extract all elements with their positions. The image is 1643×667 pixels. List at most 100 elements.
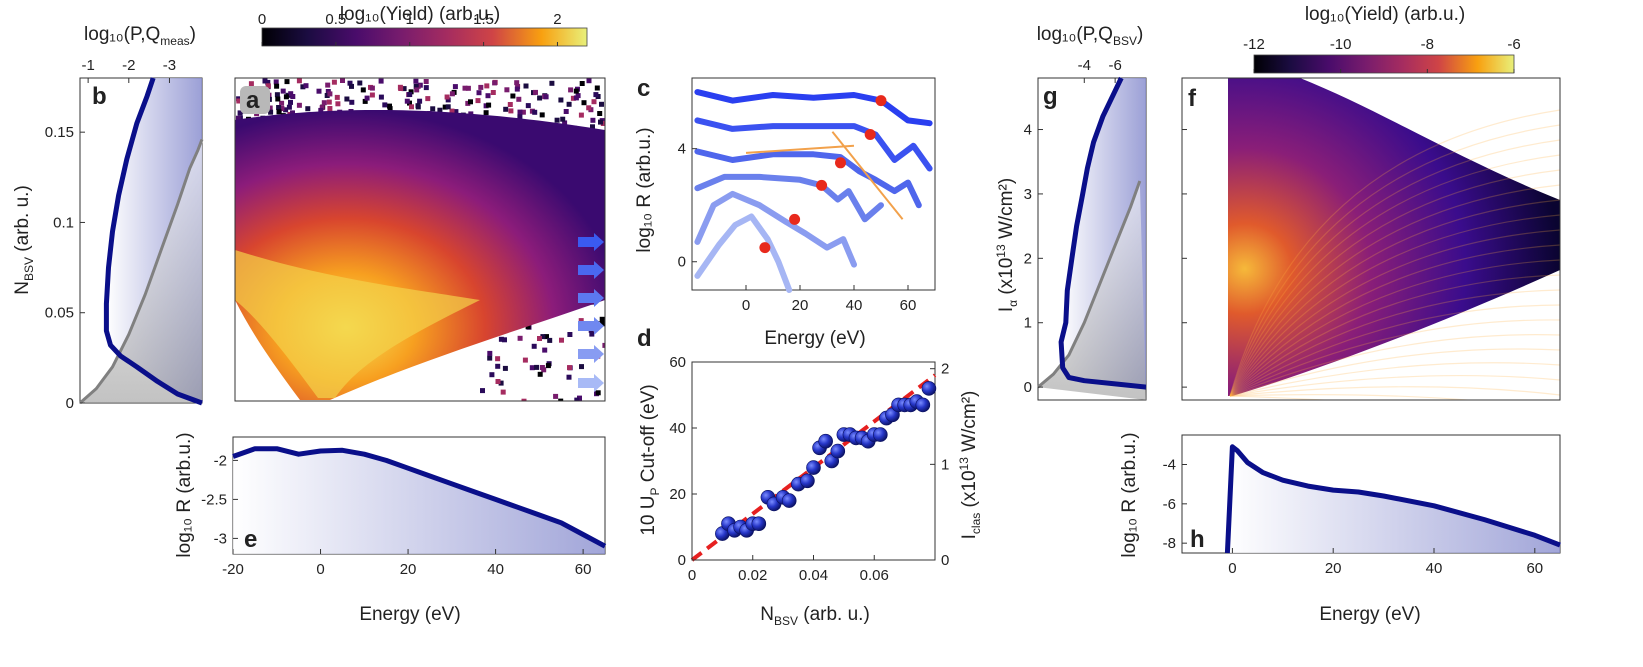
- noise-pixel: [465, 85, 471, 91]
- panel-b-xtick-label: -3: [163, 57, 176, 74]
- noise-pixel: [362, 98, 368, 104]
- panel-g: log₁₀(P,QBSV) -4 -6 0 1 2 3 4 g Iα (x1013 W/cm…: [994, 24, 1147, 401]
- noise-pixel: [423, 85, 429, 91]
- noise-pixel: [409, 104, 414, 110]
- noise-pixel: [560, 116, 566, 122]
- panel-e-xlabel: Energy (eV): [359, 604, 460, 625]
- panel-h-xlabel: Energy (eV): [1319, 604, 1420, 625]
- noise-pixel: [508, 108, 514, 114]
- panel-c-xtick-label: 60: [900, 297, 917, 314]
- panel-d-ylabel: 10 UP Cut-off (eV): [638, 384, 662, 535]
- noise-pixel: [547, 337, 553, 343]
- panel-d-ytick-label: 60: [669, 354, 686, 371]
- panel-b-top-label: log₁₀(P,Qmeas): [84, 24, 196, 48]
- noise-pixel: [401, 86, 407, 92]
- noise-pixel: [567, 365, 572, 371]
- noise-pixel: [300, 84, 306, 90]
- heatmap-f-fringe: [1229, 362, 1560, 397]
- panel-d-y2tick-label: 1: [941, 456, 949, 473]
- heatmap-f-fringe: [1229, 289, 1560, 397]
- panel-g-ytick-label: 0: [1024, 379, 1032, 396]
- noise-pixel: [303, 83, 309, 89]
- noise-pixel: [283, 94, 289, 100]
- noise-pixel: [573, 88, 579, 94]
- noise-pixel: [558, 97, 564, 103]
- noise-pixel: [484, 83, 490, 89]
- noise-pixel: [286, 104, 292, 110]
- noise-pixel: [235, 115, 241, 121]
- panel-d-y2tick-label: 0: [941, 552, 949, 569]
- noise-pixel: [581, 100, 587, 106]
- panel-h: 0 20 40 60 -4 -6 -8 h log₁₀ R (arb.u.) Energy …: [1119, 432, 1561, 625]
- noise-pixel: [498, 380, 504, 386]
- heatmap-f-fringe: [1229, 139, 1560, 397]
- panel-e-xtick-label: -20: [222, 561, 244, 578]
- noise-pixel: [489, 372, 495, 378]
- noise-pixel: [413, 78, 419, 84]
- noise-pixel: [595, 390, 601, 396]
- panel-g-xtick-label: -4: [1078, 57, 1091, 74]
- panel-c-ytick-label: 0: [678, 254, 686, 271]
- noise-pixel: [265, 79, 271, 85]
- noise-pixel: [507, 102, 513, 107]
- panel-d-xtick-label: 0.04: [799, 567, 828, 584]
- heatmap-f-fringe: [1229, 348, 1560, 397]
- panel-c-cutoff-point: [816, 179, 828, 191]
- noise-pixel: [533, 89, 538, 95]
- panel-d-data-point: [800, 473, 815, 489]
- panel-d-ytick-label: 0: [678, 552, 686, 569]
- panel-g-top-label: log₁₀(P,QBSV): [1037, 24, 1144, 48]
- noise-pixel: [414, 87, 420, 93]
- noise-pixel: [590, 124, 595, 130]
- noise-pixel: [531, 343, 537, 349]
- noise-pixel: [444, 94, 450, 100]
- panel-b-xtick-label: -1: [81, 57, 94, 74]
- noise-pixel: [543, 94, 549, 100]
- noise-pixel: [326, 99, 332, 105]
- noise-pixel: [275, 96, 281, 102]
- noise-pixel: [500, 389, 506, 395]
- noise-pixel: [268, 109, 274, 115]
- panel-c-fit-line: [745, 144, 855, 154]
- heatmap-f-fringe: [1229, 184, 1560, 397]
- noise-pixel: [590, 117, 596, 123]
- panel-d-xtick-label: 0.02: [738, 567, 767, 584]
- panel-d-y2tick-label: 2: [941, 361, 949, 378]
- noise-pixel: [591, 99, 597, 105]
- panel-c-ytick-label: 4: [678, 141, 686, 158]
- panel-e-xtick-label: 60: [575, 561, 592, 578]
- panel-h-xtick-label: 40: [1426, 560, 1443, 577]
- noise-pixel: [540, 334, 546, 340]
- noise-pixel: [570, 95, 576, 101]
- noise-pixel: [586, 78, 592, 84]
- noise-pixel: [445, 97, 451, 103]
- colorbar-f-ticks: -12 -10 -8 -6: [1243, 36, 1521, 73]
- panel-d-data-point: [830, 443, 846, 459]
- noise-pixel: [579, 364, 584, 370]
- noise-pixel: [515, 84, 521, 89]
- panel-g-ytick-label: 1: [1024, 315, 1032, 332]
- panel-d-y2label: Iclas (x1013 W/cm²): [957, 391, 983, 540]
- noise-pixel: [296, 78, 302, 84]
- panel-c-xtick-label: 20: [792, 297, 809, 314]
- panel-g-ytick-label: 3: [1024, 186, 1032, 203]
- panel-d-ytick-label: 20: [669, 486, 686, 503]
- noise-pixel: [542, 347, 548, 353]
- panel-a-label-bg: [240, 86, 270, 114]
- colorbar-f-tick-label: -8: [1421, 36, 1434, 53]
- panel-label-a: a: [246, 87, 260, 114]
- noise-pixel: [495, 356, 501, 362]
- noise-pixel: [532, 109, 538, 115]
- panel-h-ytick-label: -6: [1163, 496, 1176, 513]
- noise-pixel: [574, 397, 580, 401]
- noise-pixel: [495, 379, 501, 384]
- cutoff-arrow: [578, 289, 604, 307]
- panel-d-data-point: [921, 381, 937, 396]
- noise-pixel: [514, 86, 520, 92]
- noise-pixel: [599, 101, 604, 107]
- noise-pixel: [305, 106, 311, 112]
- noise-pixel: [578, 318, 584, 324]
- heatmap-f-fringe: [1229, 109, 1560, 397]
- noise-pixel: [437, 107, 443, 113]
- noise-pixel: [335, 101, 341, 107]
